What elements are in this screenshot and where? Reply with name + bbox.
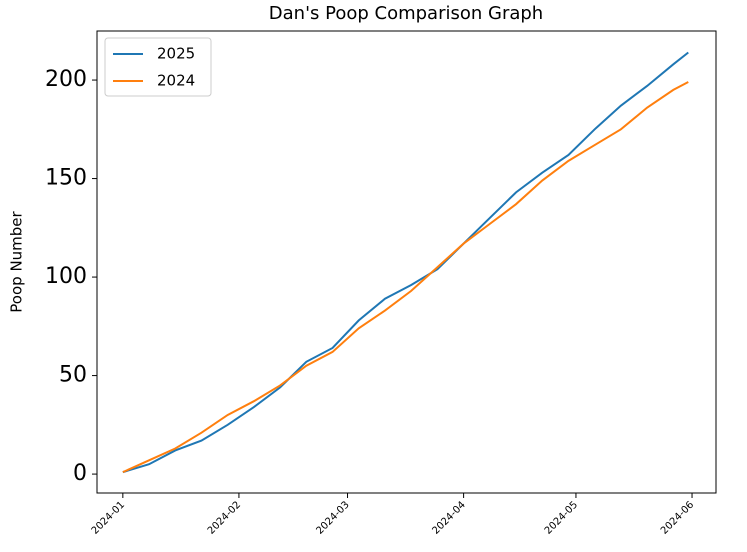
series-line	[122, 81, 689, 474]
x-tick-label: 2024-03	[314, 499, 351, 536]
y-tick-label: 100	[45, 264, 87, 289]
x-tick-label: 2024-01	[90, 499, 127, 536]
x-tick-label: 2024-05	[543, 499, 580, 536]
y-tick-label: 0	[73, 461, 87, 486]
x-tick-label: 2024-02	[206, 499, 243, 536]
y-tick-label: 50	[59, 363, 87, 388]
chart-title: Dan's Poop Comparison Graph	[269, 3, 543, 24]
x-tick-label: 2024-04	[431, 499, 468, 536]
y-tick-label: 150	[45, 166, 87, 191]
series-line	[122, 51, 689, 474]
y-tick-label: 200	[45, 67, 87, 92]
legend-label: 2025	[157, 45, 195, 63]
y-axis-label: Poop Number	[8, 210, 26, 312]
legend-label: 2024	[157, 72, 195, 90]
plot-frame	[96, 30, 717, 494]
x-tick-label: 2024-06	[659, 499, 696, 536]
